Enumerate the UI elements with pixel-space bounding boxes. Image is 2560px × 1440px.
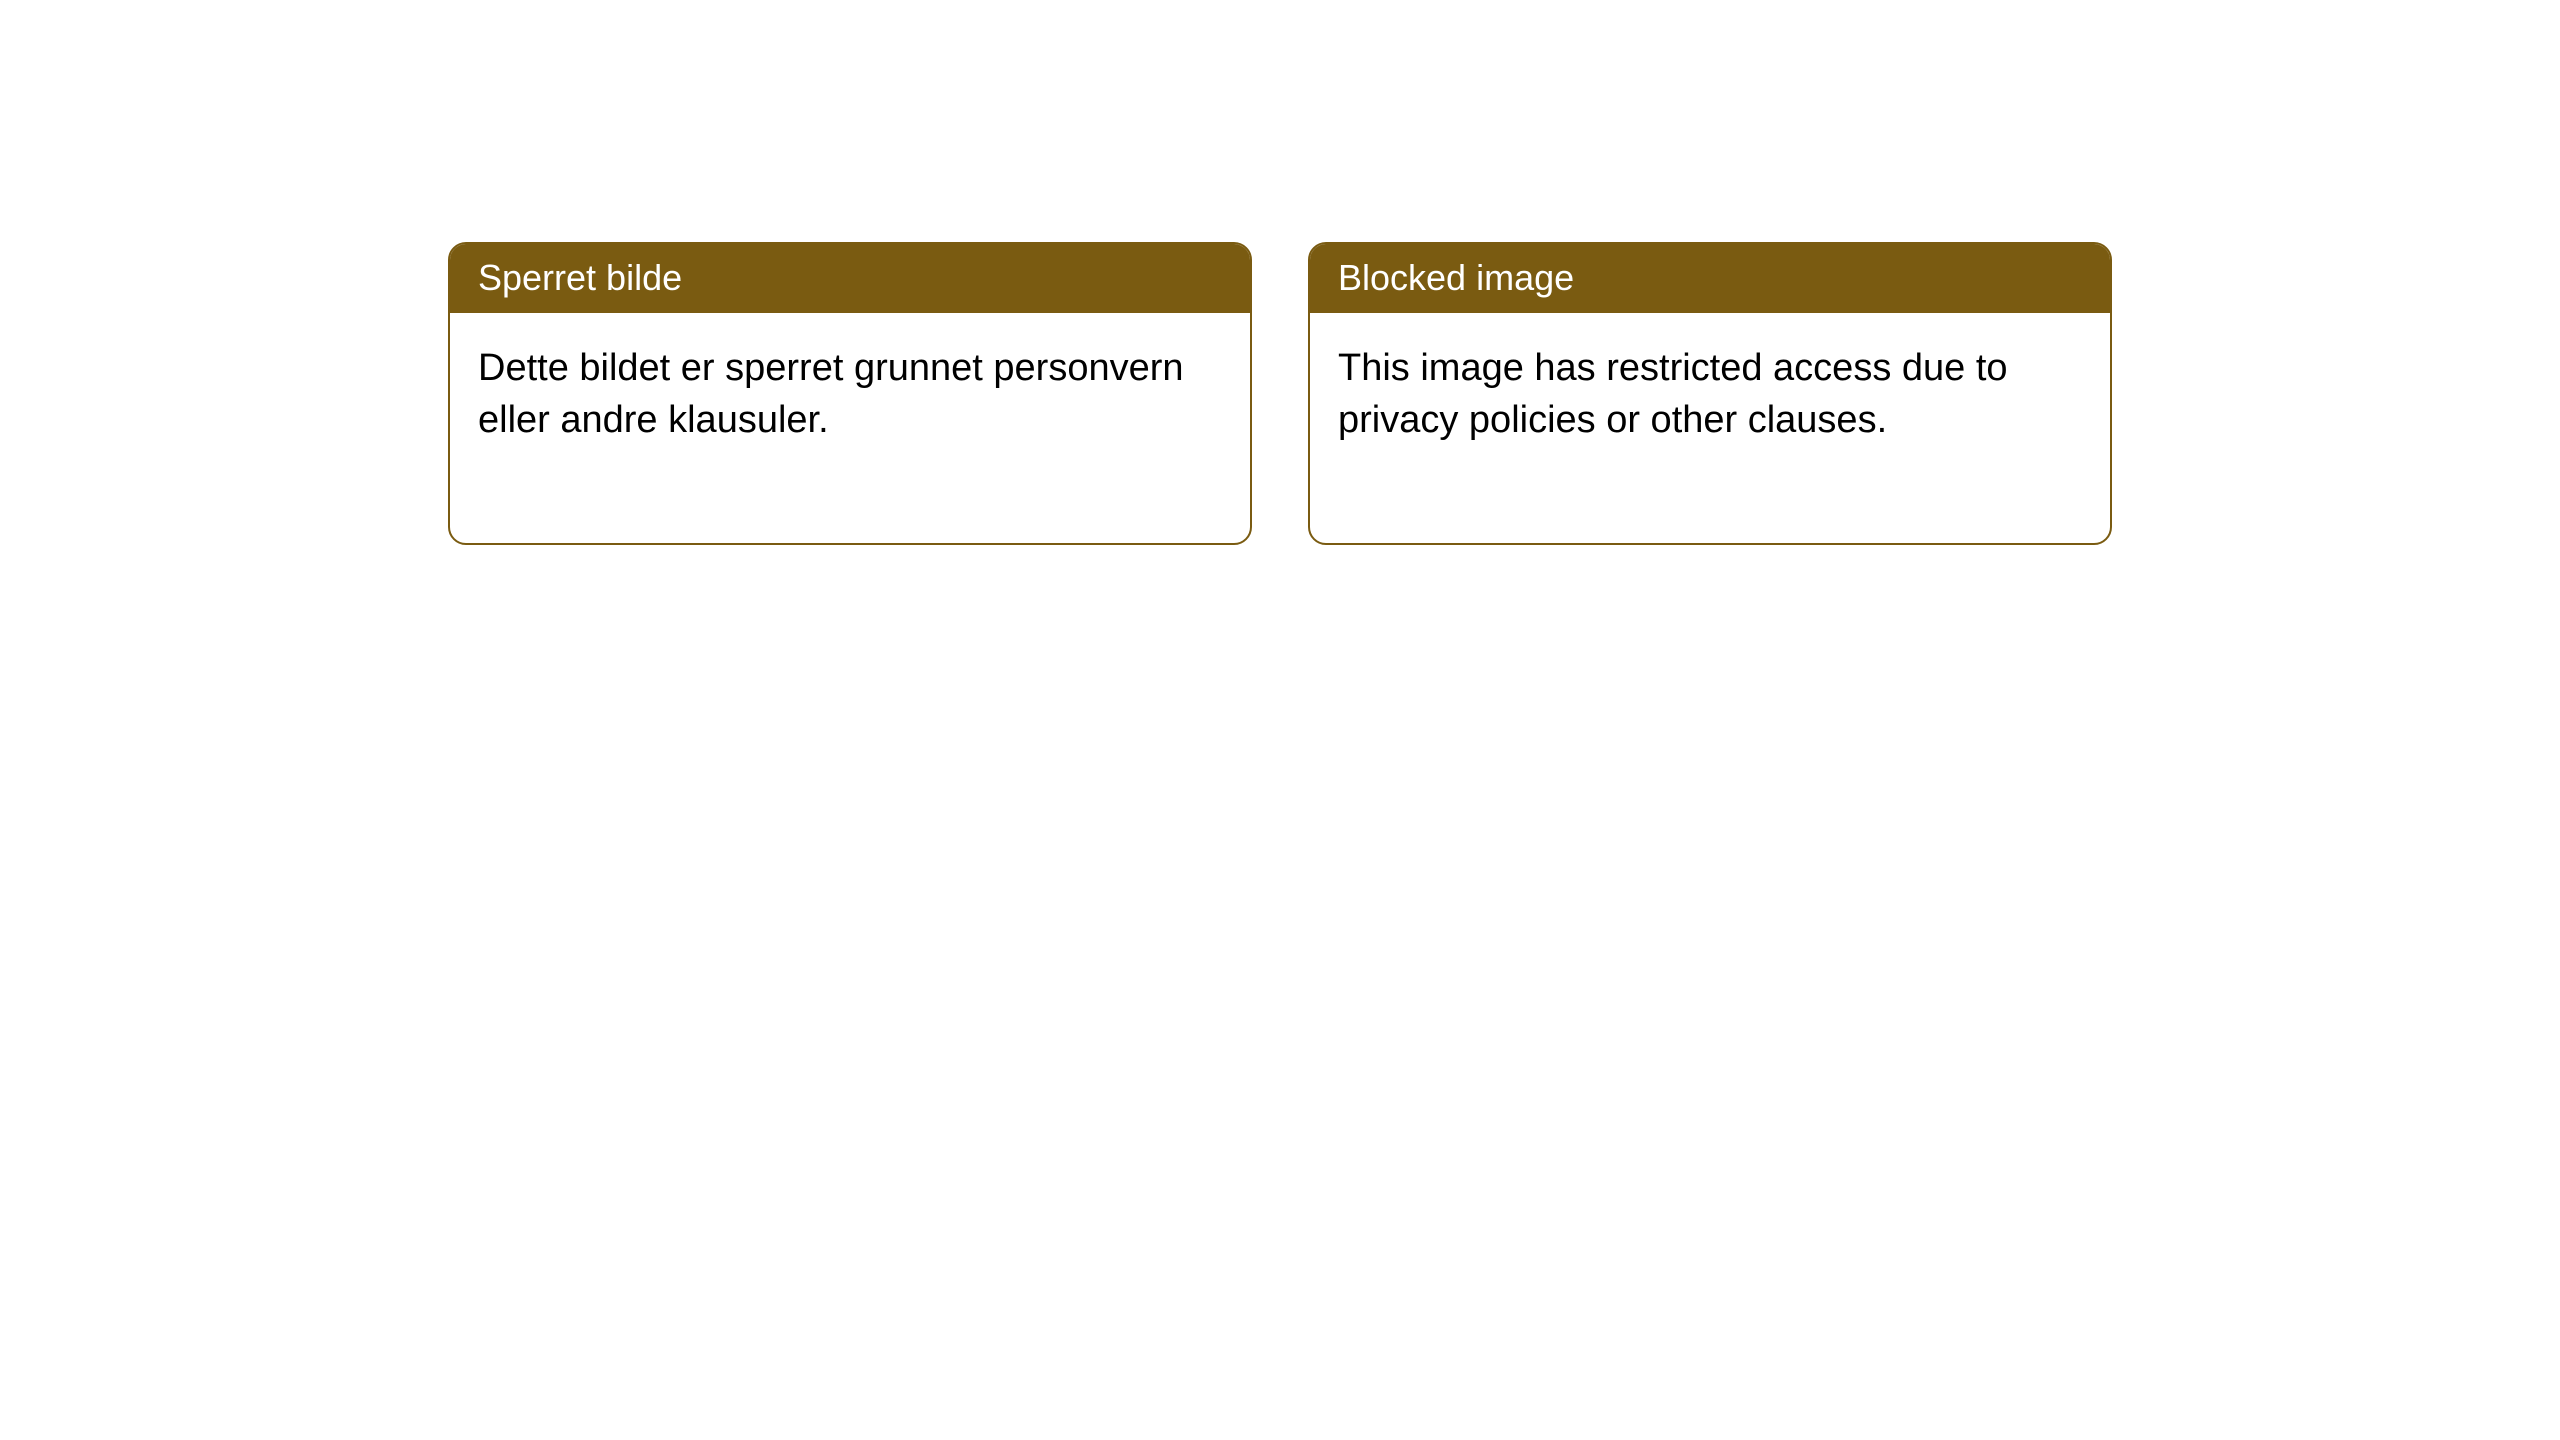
notice-container: Sperret bilde Dette bildet er sperret gr… [448,242,2112,545]
card-body-en: This image has restricted access due to … [1310,313,2110,543]
blocked-image-card-no: Sperret bilde Dette bildet er sperret gr… [448,242,1252,545]
card-title-en: Blocked image [1310,244,2110,313]
card-title-no: Sperret bilde [450,244,1250,313]
card-body-no: Dette bildet er sperret grunnet personve… [450,313,1250,543]
blocked-image-card-en: Blocked image This image has restricted … [1308,242,2112,545]
